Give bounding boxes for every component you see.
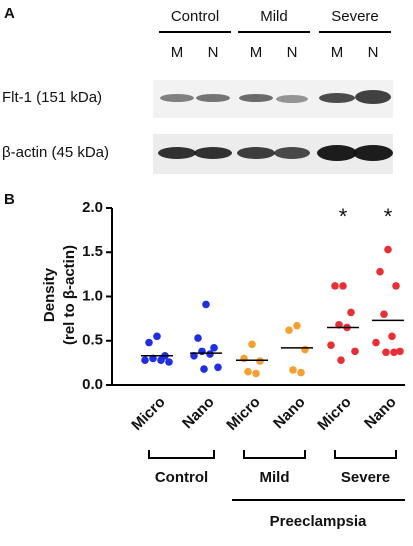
lane-label: N	[287, 44, 298, 61]
panel-label: A	[4, 5, 15, 22]
y-tick-label: 2.0	[82, 199, 103, 216]
group-label: Control	[155, 469, 208, 486]
y-tick-label: 0.0	[82, 376, 103, 393]
y-axis-label: (rel to β-actin)	[61, 245, 78, 345]
data-point	[190, 351, 198, 360]
data-point	[293, 321, 301, 330]
x-tick-label: Micro	[223, 394, 263, 434]
data-point	[327, 341, 335, 349]
data-point	[376, 267, 384, 276]
actin-bands	[158, 145, 393, 161]
data-point	[252, 369, 260, 378]
data-point	[153, 332, 161, 341]
group-bracket	[243, 450, 306, 459]
y-tick-label: 0.5	[82, 332, 103, 349]
data-point	[285, 326, 293, 334]
data-point	[337, 356, 345, 365]
data-point	[388, 332, 396, 341]
significance-mark: *	[384, 204, 393, 229]
supergroup-label: Preeclampsia	[270, 513, 367, 530]
x-tick-label: Nano	[270, 394, 309, 433]
data-point	[145, 338, 153, 347]
data-point	[331, 282, 339, 290]
data-point	[335, 321, 343, 329]
group-label: Mild	[260, 469, 290, 486]
lane-label: N	[208, 44, 219, 61]
y-tick-label: 1.5	[82, 243, 103, 260]
lane-label: M	[250, 44, 263, 61]
data-point	[141, 356, 149, 365]
data-point	[202, 300, 210, 309]
data-point	[165, 358, 173, 366]
data-point	[200, 365, 208, 373]
x-tick-label: Nano	[361, 394, 400, 433]
flt1-bands	[160, 90, 391, 104]
lane-label: M	[331, 44, 344, 61]
data-point	[206, 350, 214, 358]
data-point	[210, 344, 218, 352]
data-point	[347, 308, 355, 317]
group-bracket	[148, 450, 215, 459]
lane-label: M	[171, 44, 184, 61]
data-point	[149, 354, 157, 363]
data-point	[198, 347, 206, 356]
group-label: Severe	[341, 469, 390, 486]
row-label: β-actin (45 kDa)	[2, 144, 109, 161]
data-point	[157, 356, 165, 365]
data-point	[248, 340, 256, 349]
data-point	[194, 334, 202, 342]
lane-label: N	[368, 44, 379, 61]
row-label: Flt-1 (151 kDa)	[2, 89, 102, 106]
y-axis-label: Density	[41, 267, 58, 322]
group-label: Severe	[331, 8, 379, 25]
group-label: Mild	[260, 8, 288, 25]
significance-mark: *	[339, 204, 348, 229]
y-tick-label: 1.0	[82, 287, 103, 304]
x-tick-label: Micro	[128, 394, 168, 434]
data-point	[244, 367, 252, 376]
data-point	[297, 368, 305, 377]
data-point	[372, 338, 380, 347]
group-bracket	[334, 450, 397, 459]
x-tick-label: Micro	[314, 394, 354, 434]
data-point	[256, 357, 264, 365]
data-point	[390, 348, 398, 357]
data-point	[339, 282, 347, 290]
data-point	[289, 366, 297, 374]
data-point	[301, 345, 309, 354]
data-point	[392, 282, 400, 290]
group-label: Control	[171, 8, 219, 25]
x-tick-label: Nano	[179, 394, 218, 433]
data-point	[384, 245, 392, 254]
panel-label: B	[4, 191, 15, 208]
data-point	[396, 347, 404, 356]
data-point	[351, 347, 359, 356]
data-point	[214, 363, 222, 372]
data-point	[382, 348, 390, 357]
data-point	[380, 310, 388, 319]
data-point	[240, 354, 248, 363]
